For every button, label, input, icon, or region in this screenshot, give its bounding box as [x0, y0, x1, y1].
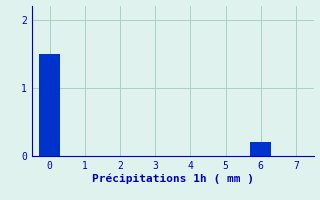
X-axis label: Précipitations 1h ( mm ): Précipitations 1h ( mm ) — [92, 174, 254, 184]
Bar — [39, 54, 60, 156]
Bar — [250, 142, 271, 156]
